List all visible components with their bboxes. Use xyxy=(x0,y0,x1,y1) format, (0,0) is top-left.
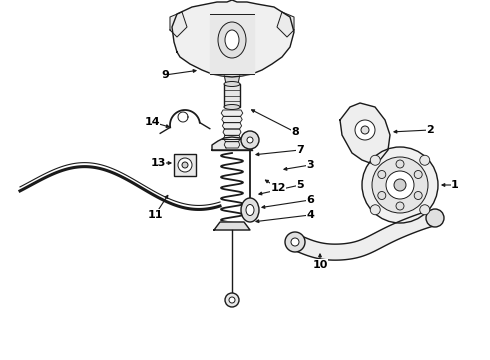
Text: 1: 1 xyxy=(451,180,459,190)
Text: 3: 3 xyxy=(306,160,314,170)
Text: 12: 12 xyxy=(270,183,286,193)
Ellipse shape xyxy=(218,22,246,58)
Polygon shape xyxy=(223,135,241,142)
Polygon shape xyxy=(277,12,294,37)
Circle shape xyxy=(370,155,380,165)
Circle shape xyxy=(291,238,299,246)
Circle shape xyxy=(420,155,430,165)
Polygon shape xyxy=(212,137,252,150)
Bar xyxy=(224,84,240,107)
Text: 4: 4 xyxy=(306,210,314,220)
Circle shape xyxy=(420,205,430,215)
Text: 7: 7 xyxy=(296,145,304,155)
Polygon shape xyxy=(224,142,240,148)
Text: 8: 8 xyxy=(291,127,299,137)
Circle shape xyxy=(396,160,404,168)
Text: 2: 2 xyxy=(426,125,434,135)
Circle shape xyxy=(370,205,380,215)
Ellipse shape xyxy=(224,104,240,109)
Circle shape xyxy=(396,202,404,210)
Text: 5: 5 xyxy=(296,180,304,190)
Polygon shape xyxy=(210,14,254,74)
Ellipse shape xyxy=(241,198,259,222)
Polygon shape xyxy=(340,103,390,163)
Circle shape xyxy=(229,297,235,303)
Polygon shape xyxy=(292,210,437,260)
Circle shape xyxy=(386,171,414,199)
Circle shape xyxy=(361,126,369,134)
Ellipse shape xyxy=(224,81,240,86)
Circle shape xyxy=(372,157,428,213)
Polygon shape xyxy=(221,110,243,116)
Circle shape xyxy=(362,147,438,223)
Polygon shape xyxy=(170,12,187,37)
Circle shape xyxy=(355,120,375,140)
Circle shape xyxy=(225,293,239,307)
Polygon shape xyxy=(223,129,241,135)
Text: 13: 13 xyxy=(150,158,166,168)
Circle shape xyxy=(182,162,188,168)
Ellipse shape xyxy=(225,30,239,50)
Bar xyxy=(174,154,196,176)
Polygon shape xyxy=(224,74,240,84)
Polygon shape xyxy=(214,222,250,230)
Circle shape xyxy=(378,192,386,199)
Circle shape xyxy=(178,158,192,172)
Polygon shape xyxy=(222,116,242,123)
Circle shape xyxy=(414,171,422,179)
Circle shape xyxy=(394,179,406,191)
Ellipse shape xyxy=(246,204,254,216)
Text: 6: 6 xyxy=(306,195,314,205)
Text: 14: 14 xyxy=(144,117,160,127)
Polygon shape xyxy=(222,123,242,129)
Circle shape xyxy=(414,192,422,199)
Text: 11: 11 xyxy=(147,210,163,220)
Circle shape xyxy=(426,209,444,227)
Polygon shape xyxy=(172,0,294,77)
Text: 9: 9 xyxy=(161,70,169,80)
Circle shape xyxy=(285,232,305,252)
Text: 10: 10 xyxy=(312,260,328,270)
Circle shape xyxy=(247,137,253,143)
Circle shape xyxy=(241,131,259,149)
Circle shape xyxy=(378,171,386,179)
